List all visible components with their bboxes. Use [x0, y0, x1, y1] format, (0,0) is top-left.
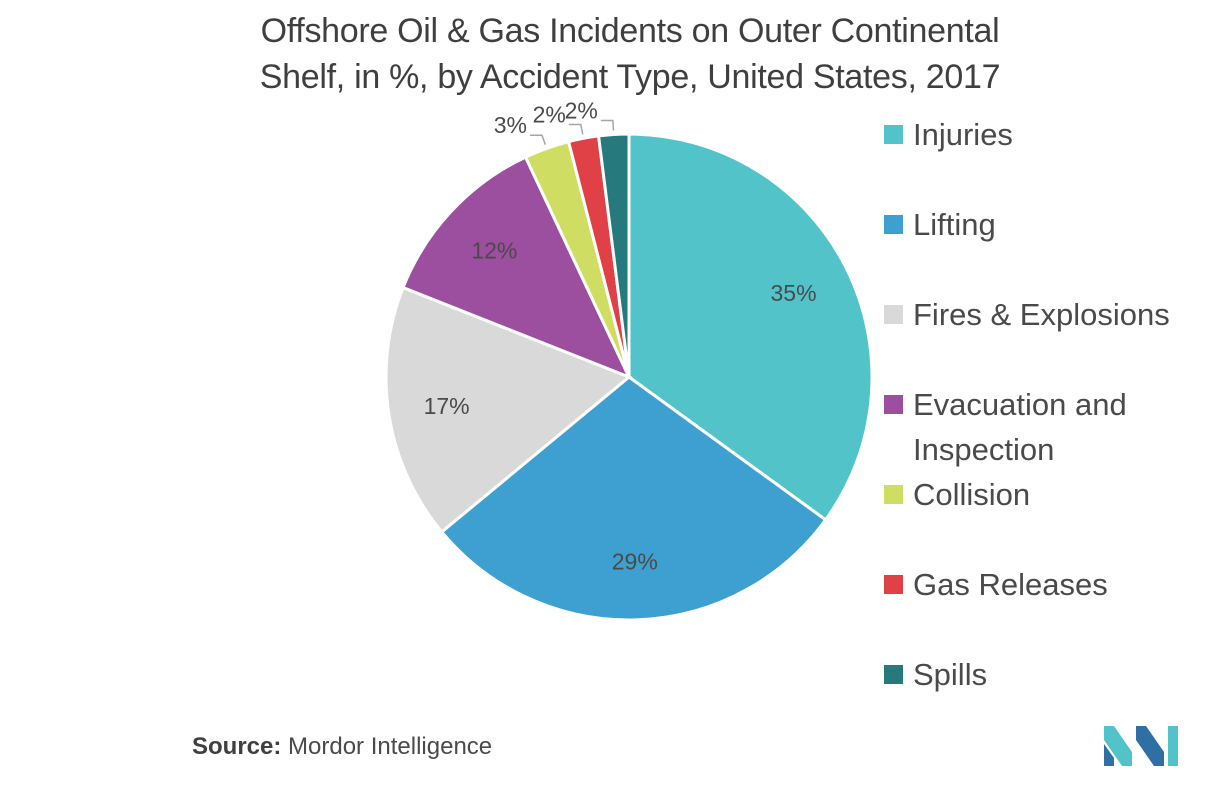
- source-text: Mordor Intelligence: [288, 733, 493, 760]
- data-label-gas-releases: 2%: [533, 102, 566, 128]
- legend-item-gas-releases: Gas Releases: [884, 562, 1108, 607]
- leader-line-gas-releases: [568, 123, 584, 135]
- legend-label-line: Evacuation and: [913, 387, 1127, 422]
- pie-slice-fires-and-explosions: [384, 285, 632, 535]
- legend-label-line: Inspection: [913, 432, 1055, 467]
- legend-label: Fires & Explosions: [913, 292, 1170, 337]
- legend-label-line: Gas Releases: [913, 567, 1108, 602]
- legend-swatch: [884, 485, 903, 504]
- pie-data-labels: 35%29%17%12%3% 2%2%: [424, 98, 817, 575]
- legend-label: Spills: [913, 652, 987, 697]
- pie-slices: [384, 132, 874, 622]
- legend-swatch: [884, 665, 903, 684]
- pie-slice-injuries: [627, 132, 874, 522]
- legend-label-line: Spills: [913, 657, 988, 692]
- pie-slice-evacuation-and-inspection: [401, 155, 632, 380]
- legend-item-evacuation-and-inspection: Evacuation and Inspection: [884, 382, 1127, 472]
- pie-slice-lifting: [439, 375, 828, 622]
- legend-label: Collision: [913, 472, 1030, 517]
- chart-title: Offshore Oil & Gas Incidents on Outer Co…: [160, 8, 1100, 100]
- data-label-spills: 2%: [565, 98, 598, 124]
- legend-swatch: [884, 395, 903, 414]
- legend-swatch: [884, 215, 903, 234]
- legend-label-line: Injuries: [913, 117, 1013, 152]
- chart-title-line-1: Offshore Oil & Gas Incidents on Outer Co…: [260, 12, 1000, 50]
- chart-title-line-2: Shelf, in %, by Accident Type, United St…: [259, 58, 1001, 96]
- data-label-fires-and-explosions: 17%: [424, 393, 470, 419]
- legend-label-line: Fires & Explosions: [913, 297, 1170, 332]
- legend-item-fires-and-explosions: Fires & Explosions: [884, 292, 1170, 337]
- data-label-collision: 3%: [494, 112, 527, 138]
- source-note: Source: Mordor Intelligence: [192, 733, 492, 761]
- source-label: Source:: [192, 733, 282, 760]
- legend-item-spills: Spills: [884, 652, 987, 697]
- data-label-injuries: 35%: [771, 280, 817, 306]
- legend-label: Lifting: [913, 202, 996, 247]
- legend-label-line: Lifting: [913, 207, 996, 242]
- mordor-intelligence-logo-icon: [1104, 726, 1178, 766]
- pie-slice-spills: [596, 132, 631, 378]
- legend-swatch: [884, 125, 903, 144]
- data-label-lifting: 29%: [612, 549, 658, 575]
- legend-swatch: [884, 575, 903, 594]
- leader-line-collision: [529, 134, 547, 145]
- legend-label: Injuries: [913, 112, 1013, 157]
- legend-item-injuries: Injuries: [884, 112, 1013, 157]
- legend-swatch: [884, 305, 903, 324]
- legend-item-collision: Collision: [884, 472, 1030, 517]
- legend-label: Evacuation and Inspection: [913, 382, 1127, 472]
- leader-line-spills: [600, 119, 615, 131]
- pie-leader-lines: [529, 119, 615, 145]
- legend-item-lifting: Lifting: [884, 202, 996, 247]
- legend-label-line: Collision: [913, 477, 1031, 512]
- data-label-evacuation-and-inspection: 12%: [471, 238, 517, 264]
- legend-label: Gas Releases: [913, 562, 1108, 607]
